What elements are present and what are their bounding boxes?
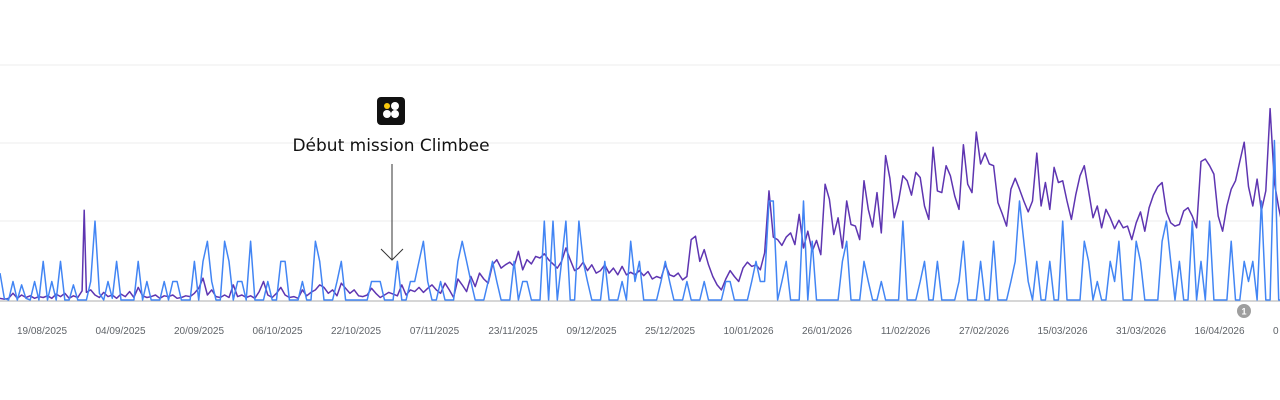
climbee-logo-icon xyxy=(377,97,405,125)
series-line-1 xyxy=(0,107,1280,300)
x-tick-label: 25/12/2025 xyxy=(645,326,695,337)
x-tick-label: 07/11/2025 xyxy=(410,326,460,337)
x-tick-label: 16/04/2026 xyxy=(1194,326,1244,337)
annotation: Début mission Climbee xyxy=(292,97,490,261)
x-tick-label: 0 xyxy=(1273,326,1279,337)
gridlines xyxy=(0,64,1280,222)
x-tick-label: 20/09/2025 xyxy=(174,326,224,337)
x-tick-label: 23/11/2025 xyxy=(488,326,538,337)
x-tick-label: 06/10/2025 xyxy=(252,326,302,337)
series-line-2 xyxy=(0,139,1280,301)
x-tick-label: 19/08/2025 xyxy=(17,326,67,337)
x-tick-label: 11/02/2026 xyxy=(881,326,931,337)
x-tick-label: 04/09/2025 xyxy=(95,326,145,337)
event-marker-label: 1 xyxy=(1241,307,1246,317)
event-marker[interactable]: 1 xyxy=(1237,304,1251,318)
x-tick-label: 31/03/2026 xyxy=(1116,326,1166,337)
x-axis: 19/08/2025 04/09/2025 20/09/2025 06/10/2025… xyxy=(0,300,1280,337)
annotation-label: Début mission Climbee xyxy=(292,136,489,156)
x-tick-label: 15/03/2026 xyxy=(1037,326,1087,337)
x-tick-label: 27/02/2026 xyxy=(959,326,1009,337)
annotation-arrow-head xyxy=(380,248,404,261)
x-tick-label: 22/10/2025 xyxy=(331,326,381,337)
series-lines xyxy=(0,107,1280,301)
x-tick-label: 10/01/2026 xyxy=(723,326,773,337)
x-tick-label: 09/12/2025 xyxy=(566,326,616,337)
x-tick-label: 26/01/2026 xyxy=(802,326,852,337)
